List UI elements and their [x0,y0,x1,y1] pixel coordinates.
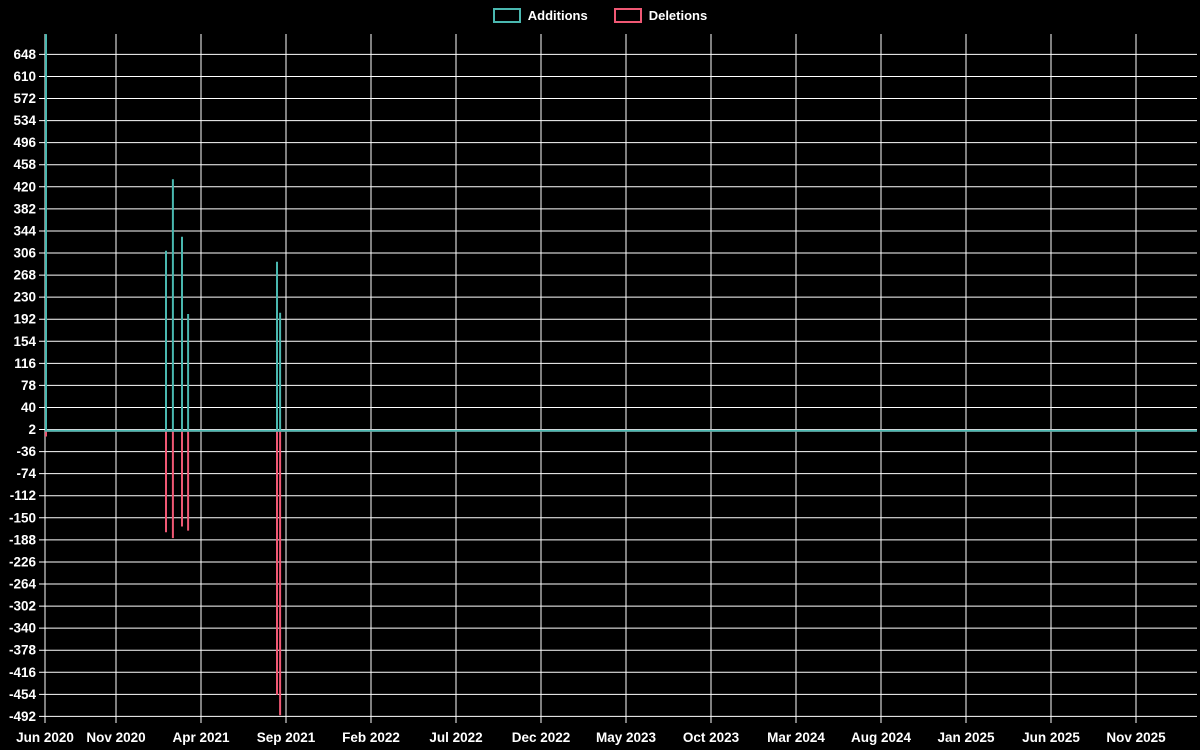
y-tick-label: 306 [13,246,36,261]
x-gridlines [44,34,1137,723]
x-tick-label: Jul 2022 [429,730,482,745]
x-tick-label: Apr 2021 [172,730,230,745]
y-tick-label: -188 [9,532,37,547]
y-gridlines [39,53,1197,717]
legend-label-deletions: Deletions [648,8,708,23]
y-tick-label: 496 [13,135,36,150]
x-tick-label: Sep 2021 [257,730,316,745]
y-tick-labels: 648 610 572 534 496 458 420 382 344 306 268 230 192 1… [9,47,37,724]
x-tick-label: Nov 2025 [1106,730,1166,745]
y-tick-label: -416 [9,665,37,680]
y-tick-label: 230 [13,290,36,305]
y-tick-label: 78 [21,378,37,393]
x-tick-label: Mar 2024 [767,730,825,745]
x-tick-label: Oct 2023 [683,730,740,745]
y-tick-label: -74 [16,466,36,481]
y-tick-label: -150 [9,510,36,525]
legend-label-additions: Additions [527,8,588,23]
x-tick-label: Feb 2022 [342,730,400,745]
y-tick-label: 116 [14,356,36,371]
y-tick-label: 610 [13,69,36,84]
additions-swatch-icon [492,8,521,23]
y-tick-label: 40 [21,400,36,415]
y-tick-label: -36 [16,444,36,459]
y-tick-label: -302 [9,599,36,614]
x-tick-label: Jan 2025 [937,730,995,745]
x-tick-label: Jun 2025 [1022,730,1080,745]
y-tick-label: 572 [13,91,36,106]
y-tick-label: 458 [13,157,36,172]
x-tick-label: Aug 2024 [851,730,912,745]
legend-item-additions[interactable]: Additions [492,8,588,23]
chart-legend: Additions Deletions [0,8,1200,23]
y-tick-label: 154 [13,334,36,349]
y-tick-label: 648 [13,47,36,62]
y-tick-label: 192 [13,312,36,327]
y-tick-label: 344 [13,223,36,238]
x-tick-labels: Jun 2020 Nov 2020 Apr 2021 Sep 2021 Feb 2022… [16,730,1166,745]
y-tick-label: -340 [9,621,36,636]
legend-item-deletions[interactable]: Deletions [613,8,708,23]
y-tick-label: 420 [13,179,36,194]
deletions-swatch-icon [613,8,642,23]
x-tick-label: May 2023 [596,730,657,745]
y-tick-label: 268 [13,268,36,283]
y-tick-label: 534 [13,113,36,128]
x-tick-label: Nov 2020 [86,730,145,745]
y-tick-label: -264 [9,577,37,592]
y-tick-label: -112 [10,488,36,503]
y-tick-label: -378 [9,643,37,658]
y-tick-label: 382 [13,201,36,216]
additions-line[interactable] [45,34,1197,432]
y-tick-label: 2 [28,422,36,437]
x-tick-label: Jun 2020 [16,730,74,745]
x-tick-label: Dec 2022 [512,730,571,745]
y-tick-label: -226 [9,554,37,569]
y-tick-label: -492 [9,709,36,724]
y-tick-label: -454 [9,687,37,702]
